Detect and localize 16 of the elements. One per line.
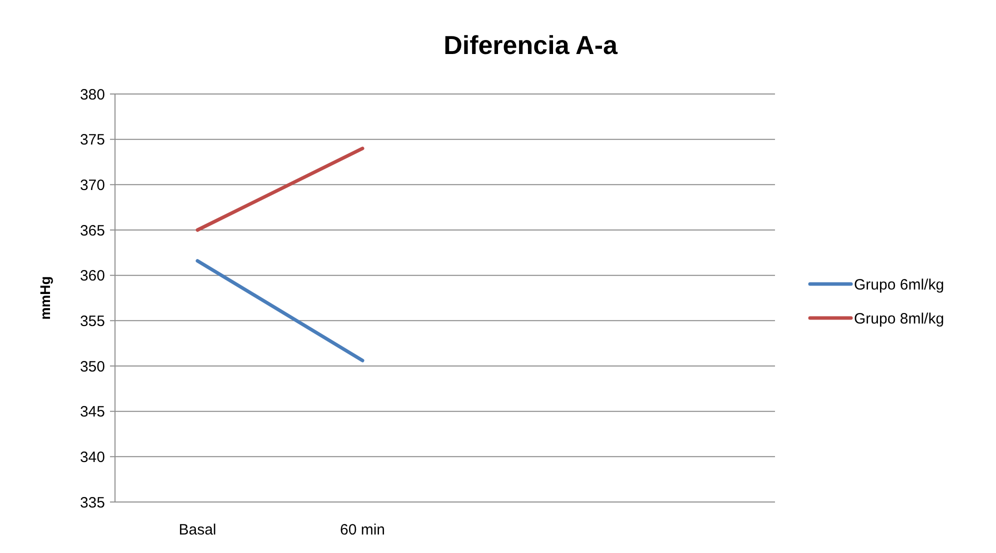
x-tick-label: 60 min bbox=[340, 521, 386, 538]
y-axis-title: mmHg bbox=[37, 276, 53, 320]
y-tick-label: 340 bbox=[80, 448, 105, 466]
legend-label: Grupo 8ml/kg bbox=[854, 310, 944, 328]
chart-title: Diferencia A-a bbox=[444, 30, 618, 60]
legend-label: Grupo 6ml/kg bbox=[854, 276, 944, 294]
y-tick-label: 335 bbox=[80, 494, 105, 512]
y-tick-label: 370 bbox=[80, 176, 105, 194]
y-tick-label: 380 bbox=[80, 86, 105, 104]
y-tick-label: 350 bbox=[80, 358, 105, 376]
x-tick-label: Basal bbox=[178, 521, 216, 538]
y-tick-label: 355 bbox=[80, 312, 105, 330]
y-tick-label: 375 bbox=[80, 132, 105, 149]
y-tick-label: 360 bbox=[80, 268, 105, 285]
y-tick-label: 365 bbox=[80, 222, 105, 240]
y-tick-label: 345 bbox=[80, 404, 105, 421]
